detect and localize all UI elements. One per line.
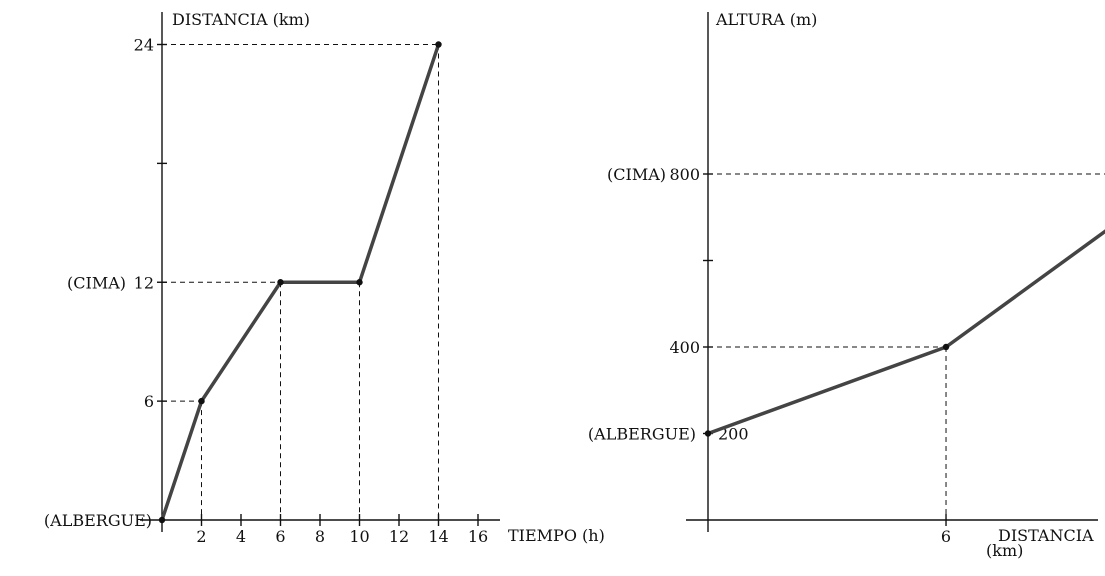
chart2-annotation: (CIMA) <box>607 165 666 184</box>
chart1-y-tick-label: 12 <box>134 273 154 292</box>
chart2-annotation: (ALBERGUE) <box>588 425 696 444</box>
chart1-x-tick-label: 10 <box>349 527 369 546</box>
chart1-x-tick-label: 8 <box>315 527 325 546</box>
chart1-data-point <box>356 279 363 286</box>
chart2-y-tick-label: 400 <box>669 338 700 357</box>
chart2-data-point <box>704 430 712 437</box>
chart1-x-tick-label: 4 <box>236 527 246 546</box>
chart1-data-point <box>435 41 442 48</box>
chart2-x-axis-label: DISTANCIA <box>998 526 1094 545</box>
chart1-y-tick-label: 6 <box>144 392 154 411</box>
chart1-x-tick-label: 16 <box>468 527 488 546</box>
chart2-y-axis-label: ALTURA (m) <box>715 10 817 29</box>
chart1-series-line <box>160 42 441 522</box>
chart1-y-axis-label: DISTANCIA (km) <box>172 10 310 29</box>
chart2-x-tick-label: 6 <box>941 527 951 546</box>
chart2-x-axis-label-units: (km) <box>986 541 1023 560</box>
chart1-x-tick-label: 6 <box>275 527 285 546</box>
chart1-annotation: (CIMA) <box>67 273 126 292</box>
chart1-data-point <box>158 516 166 524</box>
chart2-data-point <box>942 343 950 351</box>
chart1-x-axis-label: TIEMPO (h) <box>508 526 605 545</box>
chart1-x-tick-label: 14 <box>428 527 448 546</box>
chart2-y-tick-label: 200 <box>718 425 749 444</box>
chart1-annotation: (ALBERGUE) <box>44 511 152 530</box>
chart1-y-tick-label: 24 <box>134 36 154 55</box>
chart1-x-tick-label: 12 <box>389 527 409 546</box>
chart1-data-point <box>277 279 284 286</box>
chart2-y-tick-label: 800 <box>669 165 700 184</box>
chart1-x-tick-label: 2 <box>196 527 206 546</box>
chart2-series-line <box>706 229 1105 436</box>
chart1-data-point <box>198 397 205 405</box>
